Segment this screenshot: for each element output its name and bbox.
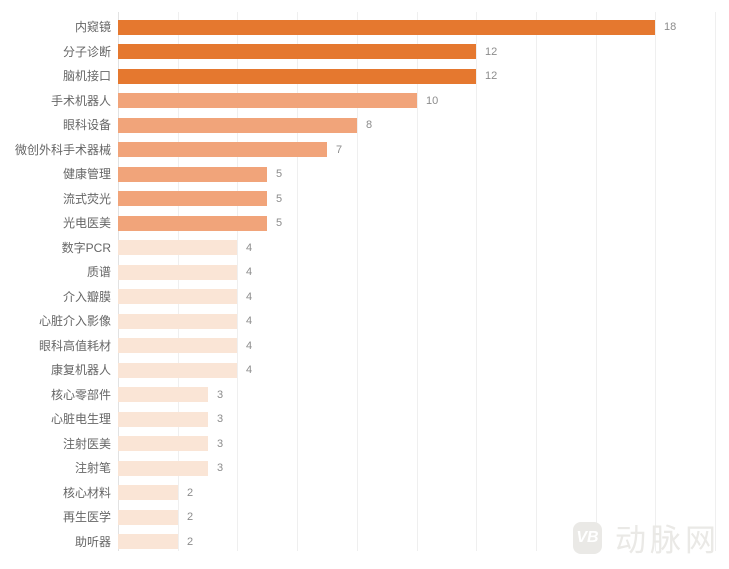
bar [118, 265, 237, 280]
value-label: 4 [246, 364, 253, 376]
category-label: 心脏电生理 [50, 412, 111, 426]
vb-logo-icon: VB [573, 521, 602, 554]
bar [118, 363, 237, 378]
gridline [297, 12, 298, 551]
value-label: 2 [187, 536, 194, 548]
bar [118, 240, 237, 255]
category-label: 质谱 [86, 265, 111, 279]
bar [118, 142, 327, 157]
value-label: 4 [246, 340, 253, 352]
value-label: 3 [217, 413, 224, 425]
value-label: 12 [485, 46, 498, 58]
value-label: 18 [664, 21, 677, 33]
category-label: 康复机器人 [50, 363, 111, 377]
category-label: 注射笔 [74, 461, 111, 475]
value-label: 2 [187, 487, 194, 499]
bar [118, 93, 417, 108]
value-label: 4 [246, 315, 253, 327]
bar [118, 167, 267, 182]
y-axis-line [118, 12, 119, 551]
category-label: 内窥镜 [74, 20, 111, 34]
gridline [596, 12, 597, 551]
gridline [715, 12, 716, 551]
bar [118, 338, 237, 353]
gridline [655, 12, 656, 551]
category-label: 心脏介入影像 [38, 314, 111, 328]
value-label: 5 [276, 168, 283, 180]
category-label: 流式荧光 [62, 192, 111, 206]
bar [118, 216, 267, 231]
bar [118, 289, 237, 304]
category-label: 核心材料 [62, 486, 111, 500]
category-label: 眼科高值耗材 [38, 339, 111, 353]
plot-area [118, 12, 716, 551]
category-label: 眼科设备 [62, 118, 111, 132]
value-label: 3 [217, 462, 224, 474]
category-label: 数字PCR [61, 241, 111, 255]
bar [118, 191, 267, 206]
bar [118, 69, 476, 84]
bar [118, 44, 476, 59]
value-label: 8 [366, 119, 373, 131]
gridline [357, 12, 358, 551]
value-label: 10 [426, 95, 439, 107]
bar [118, 314, 237, 329]
gridline [476, 12, 477, 551]
bar [118, 20, 655, 35]
bar [118, 461, 208, 476]
category-label: 注射医美 [62, 437, 111, 451]
category-label: 核心零部件 [50, 388, 111, 402]
bar [118, 534, 178, 549]
gridline [417, 12, 418, 551]
value-label: 4 [246, 291, 253, 303]
value-label: 5 [276, 217, 283, 229]
watermark: VB 动脉网 [573, 515, 720, 560]
bar [118, 118, 357, 133]
value-label: 5 [276, 193, 283, 205]
category-label: 微创外科手术器械 [14, 143, 111, 157]
category-label: 光电医美 [62, 216, 111, 230]
category-label: 分子诊断 [62, 45, 111, 59]
category-label: 介入瓣膜 [62, 290, 111, 304]
value-label: 12 [485, 70, 498, 82]
value-label: 4 [246, 242, 253, 254]
category-label: 脑机接口 [62, 69, 111, 83]
bar [118, 436, 208, 451]
gridline [178, 12, 179, 551]
value-label: 7 [336, 144, 343, 156]
value-label: 4 [246, 266, 253, 278]
gridline [536, 12, 537, 551]
vb-logo-text: VB [576, 528, 599, 546]
category-label: 再生医学 [62, 510, 111, 524]
watermark-site-name: 动脉网 [615, 523, 720, 558]
bar [118, 510, 178, 525]
bar [118, 387, 208, 402]
value-label: 3 [217, 438, 224, 450]
gridline [237, 12, 238, 551]
category-label: 助听器 [74, 535, 111, 549]
category-label: 健康管理 [62, 167, 111, 181]
bar [118, 485, 178, 500]
value-label: 3 [217, 389, 224, 401]
category-label: 手术机器人 [50, 94, 111, 108]
bar [118, 412, 208, 427]
value-label: 2 [187, 511, 194, 523]
